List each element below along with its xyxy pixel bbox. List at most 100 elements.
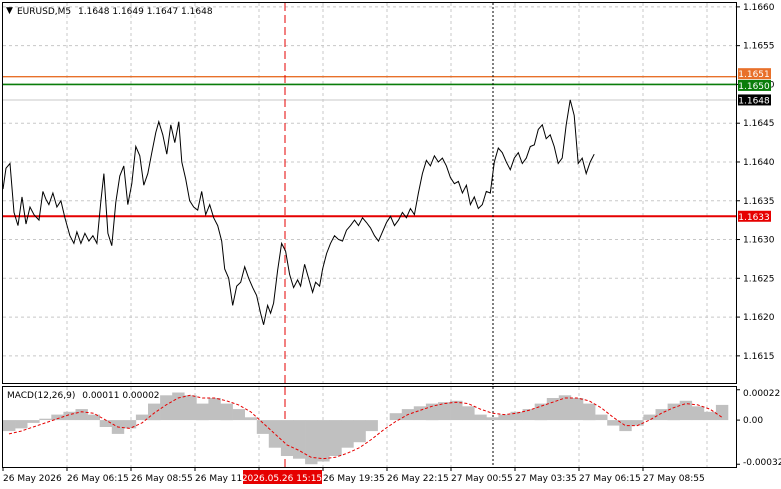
macd-bar bbox=[583, 403, 596, 421]
macd-bar bbox=[510, 411, 523, 421]
macd-bar bbox=[462, 406, 475, 421]
svg-text:1.1650: 1.1650 bbox=[738, 82, 770, 92]
symbol-ohlc: 1.1648 1.1649 1.1647 1.1648 bbox=[78, 7, 213, 17]
y-tick-label: 1.1620 bbox=[743, 313, 775, 323]
x-tick-label: 27 May 08:55 bbox=[643, 474, 705, 484]
macd-bar bbox=[208, 398, 221, 421]
x-tick-label: 26 May 06:15 bbox=[67, 474, 129, 484]
macd-bar bbox=[256, 420, 270, 434]
macd-bar bbox=[703, 411, 717, 421]
macd-bar bbox=[679, 400, 693, 421]
macd-bar bbox=[522, 409, 535, 421]
macd-bar bbox=[75, 409, 88, 421]
macd-bar bbox=[160, 395, 173, 421]
y-tick-label: 1.1630 bbox=[743, 236, 775, 246]
macd-signal-line bbox=[8, 394, 723, 460]
price-y-axis: 1.1660 1.1655 1.1650 1.1645 1.1640 1.1635 1.16… bbox=[736, 3, 775, 362]
y-tick-label: 0.00 bbox=[743, 416, 763, 426]
macd-bar bbox=[280, 420, 294, 456]
macd-bar bbox=[558, 395, 572, 421]
macd-bar bbox=[317, 420, 330, 462]
macd-bar bbox=[413, 406, 427, 421]
macd-bar bbox=[268, 420, 282, 448]
macd-bar bbox=[27, 420, 40, 423]
macd-bar bbox=[3, 420, 16, 432]
macd-bar bbox=[715, 404, 729, 421]
macd-bar bbox=[63, 411, 76, 421]
time-axis: 26 May 2026 26 May 06:15 26 May 08:55 26 Ma… bbox=[2, 467, 705, 484]
x-tick-label: 26 May 2026 bbox=[3, 474, 62, 484]
svg-text:1.1633: 1.1633 bbox=[738, 213, 770, 223]
macd-y-axis: 0.00022 0.00 -0.00032 bbox=[736, 389, 781, 468]
macd-bar bbox=[570, 398, 584, 421]
x-tick-label: 27 May 06:15 bbox=[579, 474, 641, 484]
macd-bar bbox=[15, 420, 28, 429]
macd-bar bbox=[39, 418, 52, 421]
macd-bar bbox=[498, 414, 511, 421]
macd-bar bbox=[450, 400, 463, 421]
macd-bar bbox=[51, 414, 64, 421]
macd-bar bbox=[353, 420, 366, 443]
y-tick-label: 1.1640 bbox=[743, 158, 775, 168]
y-tick-label: -0.00032 bbox=[743, 458, 781, 468]
macd-header: MACD(12,26,9) 0.00011 0.00002 bbox=[7, 391, 160, 401]
macd-bar bbox=[643, 414, 656, 421]
macd-bar bbox=[389, 413, 403, 421]
level-label-orange: 1.1651 bbox=[738, 68, 771, 80]
macd-bar bbox=[305, 420, 318, 465]
y-tick-label: 1.1615 bbox=[743, 352, 775, 362]
symbol-name: EURUSD,M5 bbox=[17, 7, 71, 17]
y-tick-label: 1.1645 bbox=[743, 119, 775, 129]
macd-bar bbox=[123, 420, 137, 429]
macd-bar bbox=[546, 398, 560, 421]
y-tick-label: 1.1625 bbox=[743, 274, 775, 284]
macd-bar bbox=[244, 417, 258, 421]
macd-bar bbox=[438, 402, 451, 421]
level-label-current: 1.1648 bbox=[738, 94, 771, 106]
macd-bar bbox=[486, 417, 499, 421]
x-tick-label: 27 May 03:35 bbox=[515, 474, 577, 484]
macd-bar bbox=[99, 420, 113, 427]
macd-bar bbox=[655, 409, 668, 421]
svg-text:1.1648: 1.1648 bbox=[738, 96, 770, 106]
x-tick-label: 26 May 11:35 bbox=[195, 474, 257, 484]
macd-bar bbox=[220, 403, 233, 421]
price-panel-frame bbox=[2, 2, 737, 384]
y-tick-label: 1.1635 bbox=[743, 197, 775, 207]
y-tick-label: 0.00022 bbox=[743, 389, 780, 399]
macd-bar bbox=[135, 414, 149, 421]
symbol-header: EURUSD,M5 1.1648 1.1649 1.1647 1.1648 bbox=[17, 7, 213, 17]
y-tick-label: 1.1655 bbox=[743, 42, 775, 52]
macd-bar bbox=[232, 409, 245, 421]
macd-bar bbox=[534, 403, 548, 421]
macd-values: 0.00011 0.00002 bbox=[82, 391, 159, 401]
price-series-line bbox=[2, 99, 595, 325]
x-tick-label: 26 May 08:55 bbox=[131, 474, 193, 484]
x-tick-label: 26 May 19:35 bbox=[323, 474, 385, 484]
level-label-green: 1.1650 bbox=[738, 79, 771, 92]
macd-bar bbox=[474, 414, 487, 421]
macd-bar bbox=[293, 420, 306, 459]
macd-bar bbox=[196, 403, 209, 421]
macd-name: MACD(12,26,9) bbox=[7, 391, 75, 401]
macd-bar bbox=[619, 420, 632, 432]
macd-bar bbox=[329, 420, 342, 456]
macd-bar bbox=[631, 420, 644, 426]
macd-bar bbox=[184, 395, 197, 421]
svg-text:1.1651: 1.1651 bbox=[738, 70, 770, 80]
y-tick-label: 1.1660 bbox=[743, 3, 775, 13]
macd-bar bbox=[425, 403, 439, 421]
macd-bar bbox=[341, 420, 354, 448]
macd-bar bbox=[595, 414, 608, 421]
macd-bar bbox=[148, 403, 161, 421]
macd-bar bbox=[667, 403, 680, 421]
macd-bar bbox=[691, 406, 705, 421]
macd-bar bbox=[607, 420, 620, 426]
level-label-support: 1.1633 bbox=[738, 210, 771, 223]
chevron-down-icon[interactable]: ▼ bbox=[6, 6, 13, 16]
macd-bar bbox=[87, 414, 100, 421]
selected-time-text: 2026.05.26 15:15 bbox=[242, 474, 322, 484]
macd-bar bbox=[365, 420, 378, 432]
